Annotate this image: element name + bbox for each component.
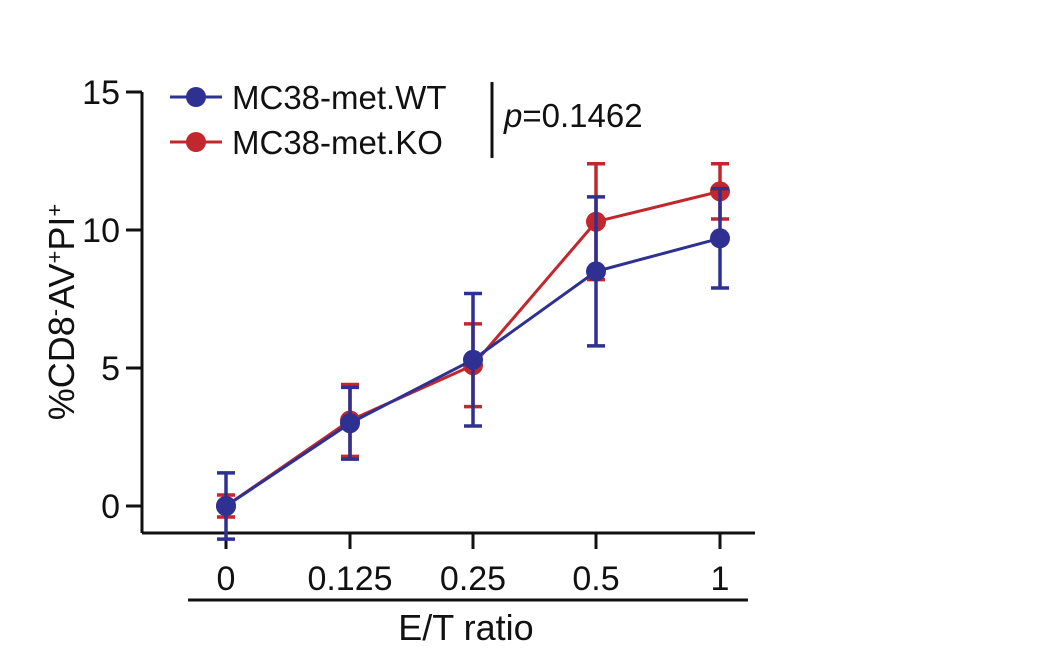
- p-value-text: =0.1462: [522, 97, 642, 134]
- x-tick-label: 0.125: [307, 560, 392, 598]
- y-title-sup3: +: [42, 204, 67, 217]
- x-ticks: 0 0.125 0.25 0.5 1: [217, 533, 730, 598]
- series-layer: [216, 162, 730, 541]
- y-ticks: 0 5 10 15: [82, 74, 142, 526]
- y-title-mid2: PI: [41, 217, 82, 251]
- x-axis-title: E/T ratio: [398, 607, 533, 648]
- p-value-symbol: p: [503, 97, 522, 134]
- data-point: [710, 228, 730, 249]
- data-point: [463, 349, 483, 370]
- legend-entry-wt: MC38-met.WT: [170, 79, 447, 116]
- legend-label-ko: MC38-met.KO: [232, 124, 443, 161]
- y-tick-label: 0: [101, 488, 120, 526]
- y-tick-label: 10: [82, 212, 120, 250]
- legend-entry-ko: MC38-met.KO: [170, 124, 443, 161]
- legend-marker-wt: [186, 87, 206, 107]
- x-tick-label: 0: [217, 560, 236, 598]
- y-title-base: %CD8: [41, 316, 82, 420]
- legend-marker-ko: [186, 132, 206, 152]
- data-point: [340, 413, 360, 434]
- y-tick-label: 5: [101, 350, 120, 388]
- y-axis-title: %CD8-AV+PI+: [41, 204, 82, 420]
- y-title-sup1: -: [42, 309, 67, 316]
- y-title-sup2: +: [42, 251, 67, 264]
- x-tick-label: 0.5: [572, 560, 619, 598]
- x-tick-label: 1: [711, 560, 730, 598]
- series-MC38-met.WT: [216, 186, 730, 541]
- data-point: [216, 496, 236, 516]
- p-value-annotation: p=0.1462: [503, 97, 643, 134]
- x-tick-label: 0.25: [440, 560, 506, 598]
- data-point: [586, 261, 606, 282]
- legend: MC38-met.WT MC38-met.KO p=0.1462: [170, 79, 643, 161]
- y-tick-label: 15: [82, 74, 120, 112]
- y-title-mid: AV: [41, 264, 82, 309]
- legend-label-wt: MC38-met.WT: [232, 79, 447, 116]
